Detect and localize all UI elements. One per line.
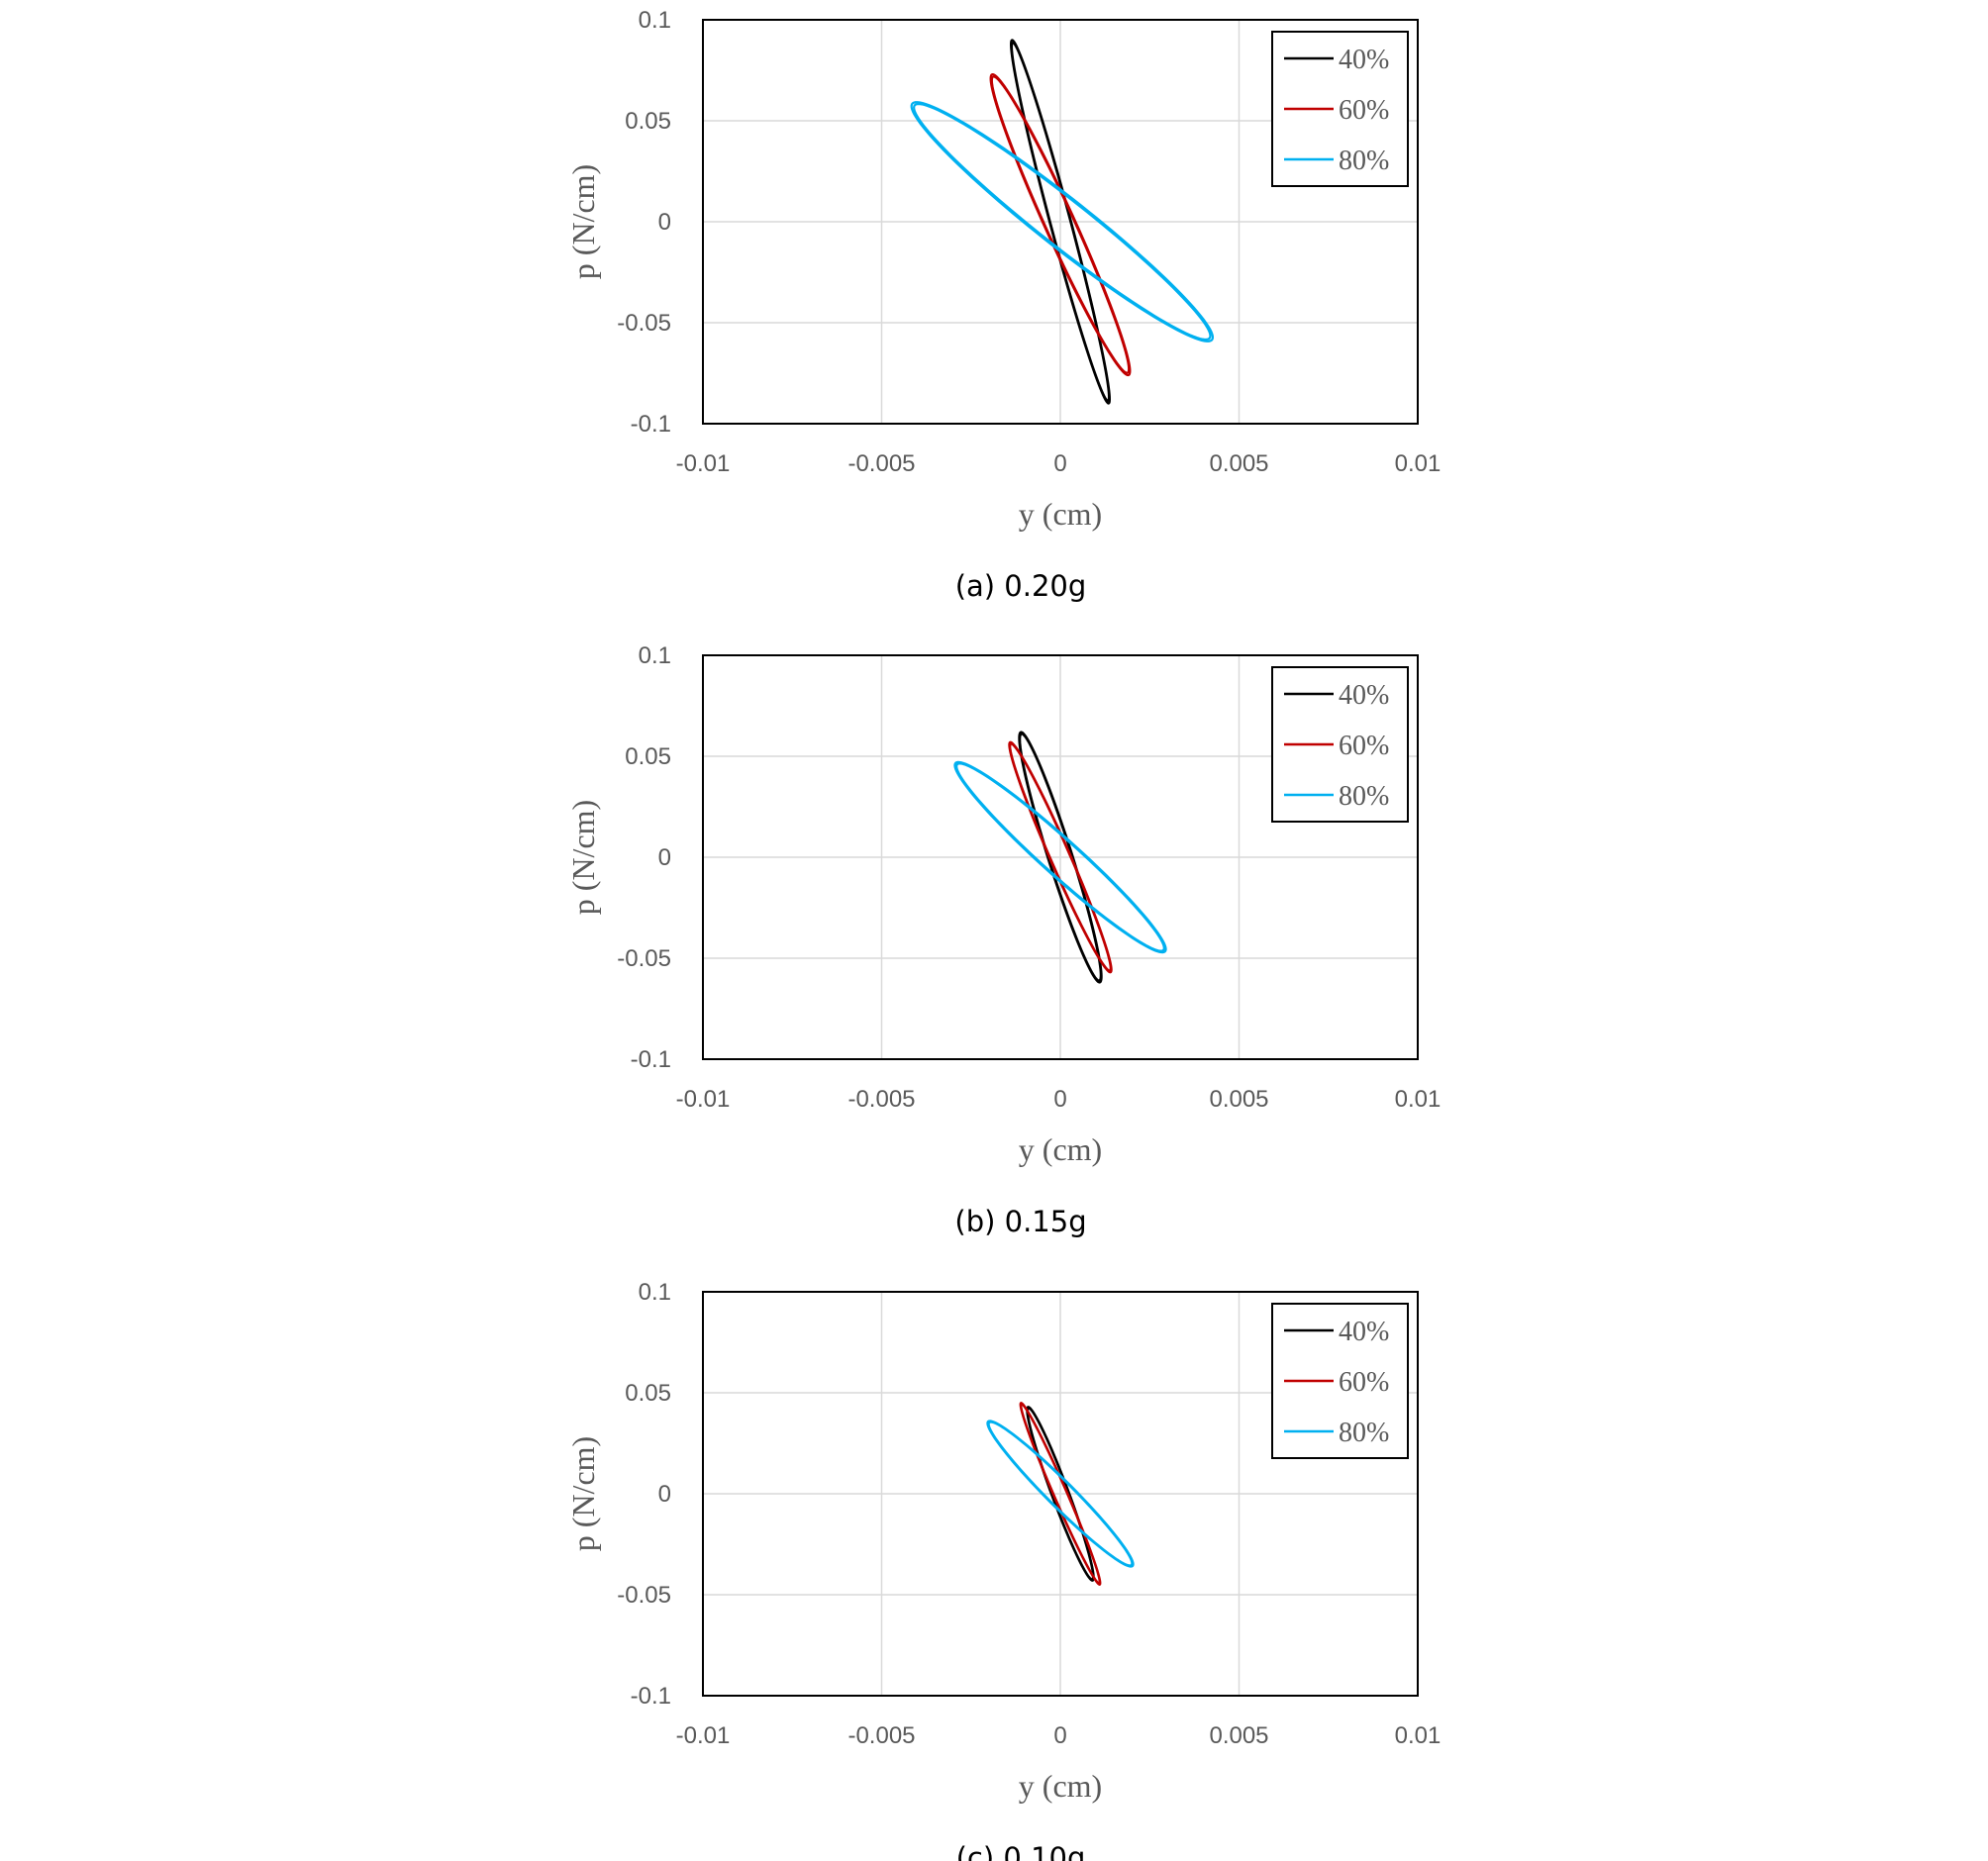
y-tick-label: -0.1 (631, 1683, 671, 1710)
y-tick-label: -0.05 (617, 1582, 671, 1609)
series-group (910, 39, 1215, 405)
x-tick-label: 0.005 (1209, 450, 1268, 477)
y-tick-label: 0.05 (625, 743, 671, 770)
series-group (953, 731, 1167, 984)
series-loop-80pct (913, 102, 1212, 342)
series-loop-80pct (955, 762, 1165, 952)
legend-label: 80% (1339, 146, 1389, 176)
x-tick-label: -0.005 (847, 450, 915, 477)
panel-caption: (a) 0.20g (955, 569, 1087, 603)
x-tick-label: 0 (1053, 1722, 1066, 1749)
legend-label: 80% (1339, 1418, 1389, 1448)
y-tick-label: -0.1 (631, 1046, 671, 1073)
x-tick-label: 0.01 (1395, 450, 1441, 477)
y-tick-label: 0 (658, 1481, 671, 1508)
x-tick-label: 0 (1053, 450, 1066, 477)
series-loop-40pct (1026, 1407, 1095, 1581)
legend-label: 60% (1339, 95, 1389, 126)
x-tick-label: 0.01 (1395, 1722, 1441, 1749)
y-tick-label: 0 (658, 209, 671, 236)
series-loop-60pct (1009, 742, 1112, 972)
x-tick-label: -0.005 (847, 1086, 915, 1113)
y-tick-label: 0.1 (639, 642, 671, 669)
series-loop-40pct (1010, 41, 1111, 403)
legend: 40% 60% 80% (1271, 1303, 1409, 1459)
y-tick-label: 0.1 (639, 7, 671, 34)
series-loop-80pct (987, 1420, 1134, 1567)
plot-area-border (702, 1291, 1419, 1697)
series-group (986, 1402, 1135, 1586)
legend-label: 60% (1339, 731, 1389, 761)
x-tick-label: 0.005 (1209, 1086, 1268, 1113)
y-axis-title: p (N/cm) (565, 1436, 601, 1551)
y-axis-title: p (N/cm) (565, 164, 601, 279)
chart-panel-3: -0.1 -0.05 0 0.05 0.1 -0.01 -0.005 0 0.005 0.01 y … (565, 1279, 1441, 1861)
x-tick-label: -0.01 (676, 1086, 731, 1113)
legend: 40% 60% 80% (1271, 666, 1409, 823)
x-axis-title: y (cm) (1019, 1131, 1102, 1167)
x-tick-label: 0 (1053, 1086, 1066, 1113)
y-tick-label: 0.1 (639, 1279, 671, 1306)
x-axis-title: y (cm) (1019, 496, 1102, 532)
chart-panel-1: -0.1 -0.05 0 0.05 0.1 -0.01 -0.005 0 0.005 0.01 y … (565, 7, 1441, 603)
y-tick-label: 0.05 (625, 1380, 671, 1407)
legend-label: 40% (1339, 1317, 1389, 1347)
y-tick-label: 0 (658, 844, 671, 871)
series-loop-60pct (990, 75, 1131, 374)
panel-caption: (b) 0.15g (954, 1205, 1086, 1238)
legend: 40% 60% 80% (1271, 31, 1409, 187)
y-tick-label: 0.05 (625, 108, 671, 135)
plot-area-border (702, 19, 1419, 425)
series-loop-60pct (1020, 1403, 1101, 1585)
plot-area-border (702, 654, 1419, 1060)
series-loop-80pct (910, 101, 1215, 343)
y-tick-label: -0.05 (617, 310, 671, 337)
legend-label: 80% (1339, 781, 1389, 812)
x-axis-title: y (cm) (1019, 1768, 1102, 1804)
x-tick-label: 0.005 (1209, 1722, 1268, 1749)
y-tick-label: -0.05 (617, 945, 671, 972)
legend-label: 40% (1339, 680, 1389, 711)
chart-panel-2: -0.1 -0.05 0 0.05 0.1 -0.01 -0.005 0 0.005 0.01 y … (565, 642, 1441, 1238)
x-tick-label: -0.005 (847, 1722, 915, 1749)
y-tick-label: -0.1 (631, 411, 671, 438)
x-tick-label: -0.01 (676, 450, 731, 477)
x-tick-label: 0.01 (1395, 1086, 1441, 1113)
series-loop-40pct (1019, 733, 1102, 982)
panel-caption: (c) 0.10g (956, 1841, 1086, 1861)
legend-label: 40% (1339, 45, 1389, 75)
y-axis-title: p (N/cm) (565, 800, 601, 915)
legend-label: 60% (1339, 1367, 1389, 1398)
x-tick-label: -0.01 (676, 1722, 731, 1749)
